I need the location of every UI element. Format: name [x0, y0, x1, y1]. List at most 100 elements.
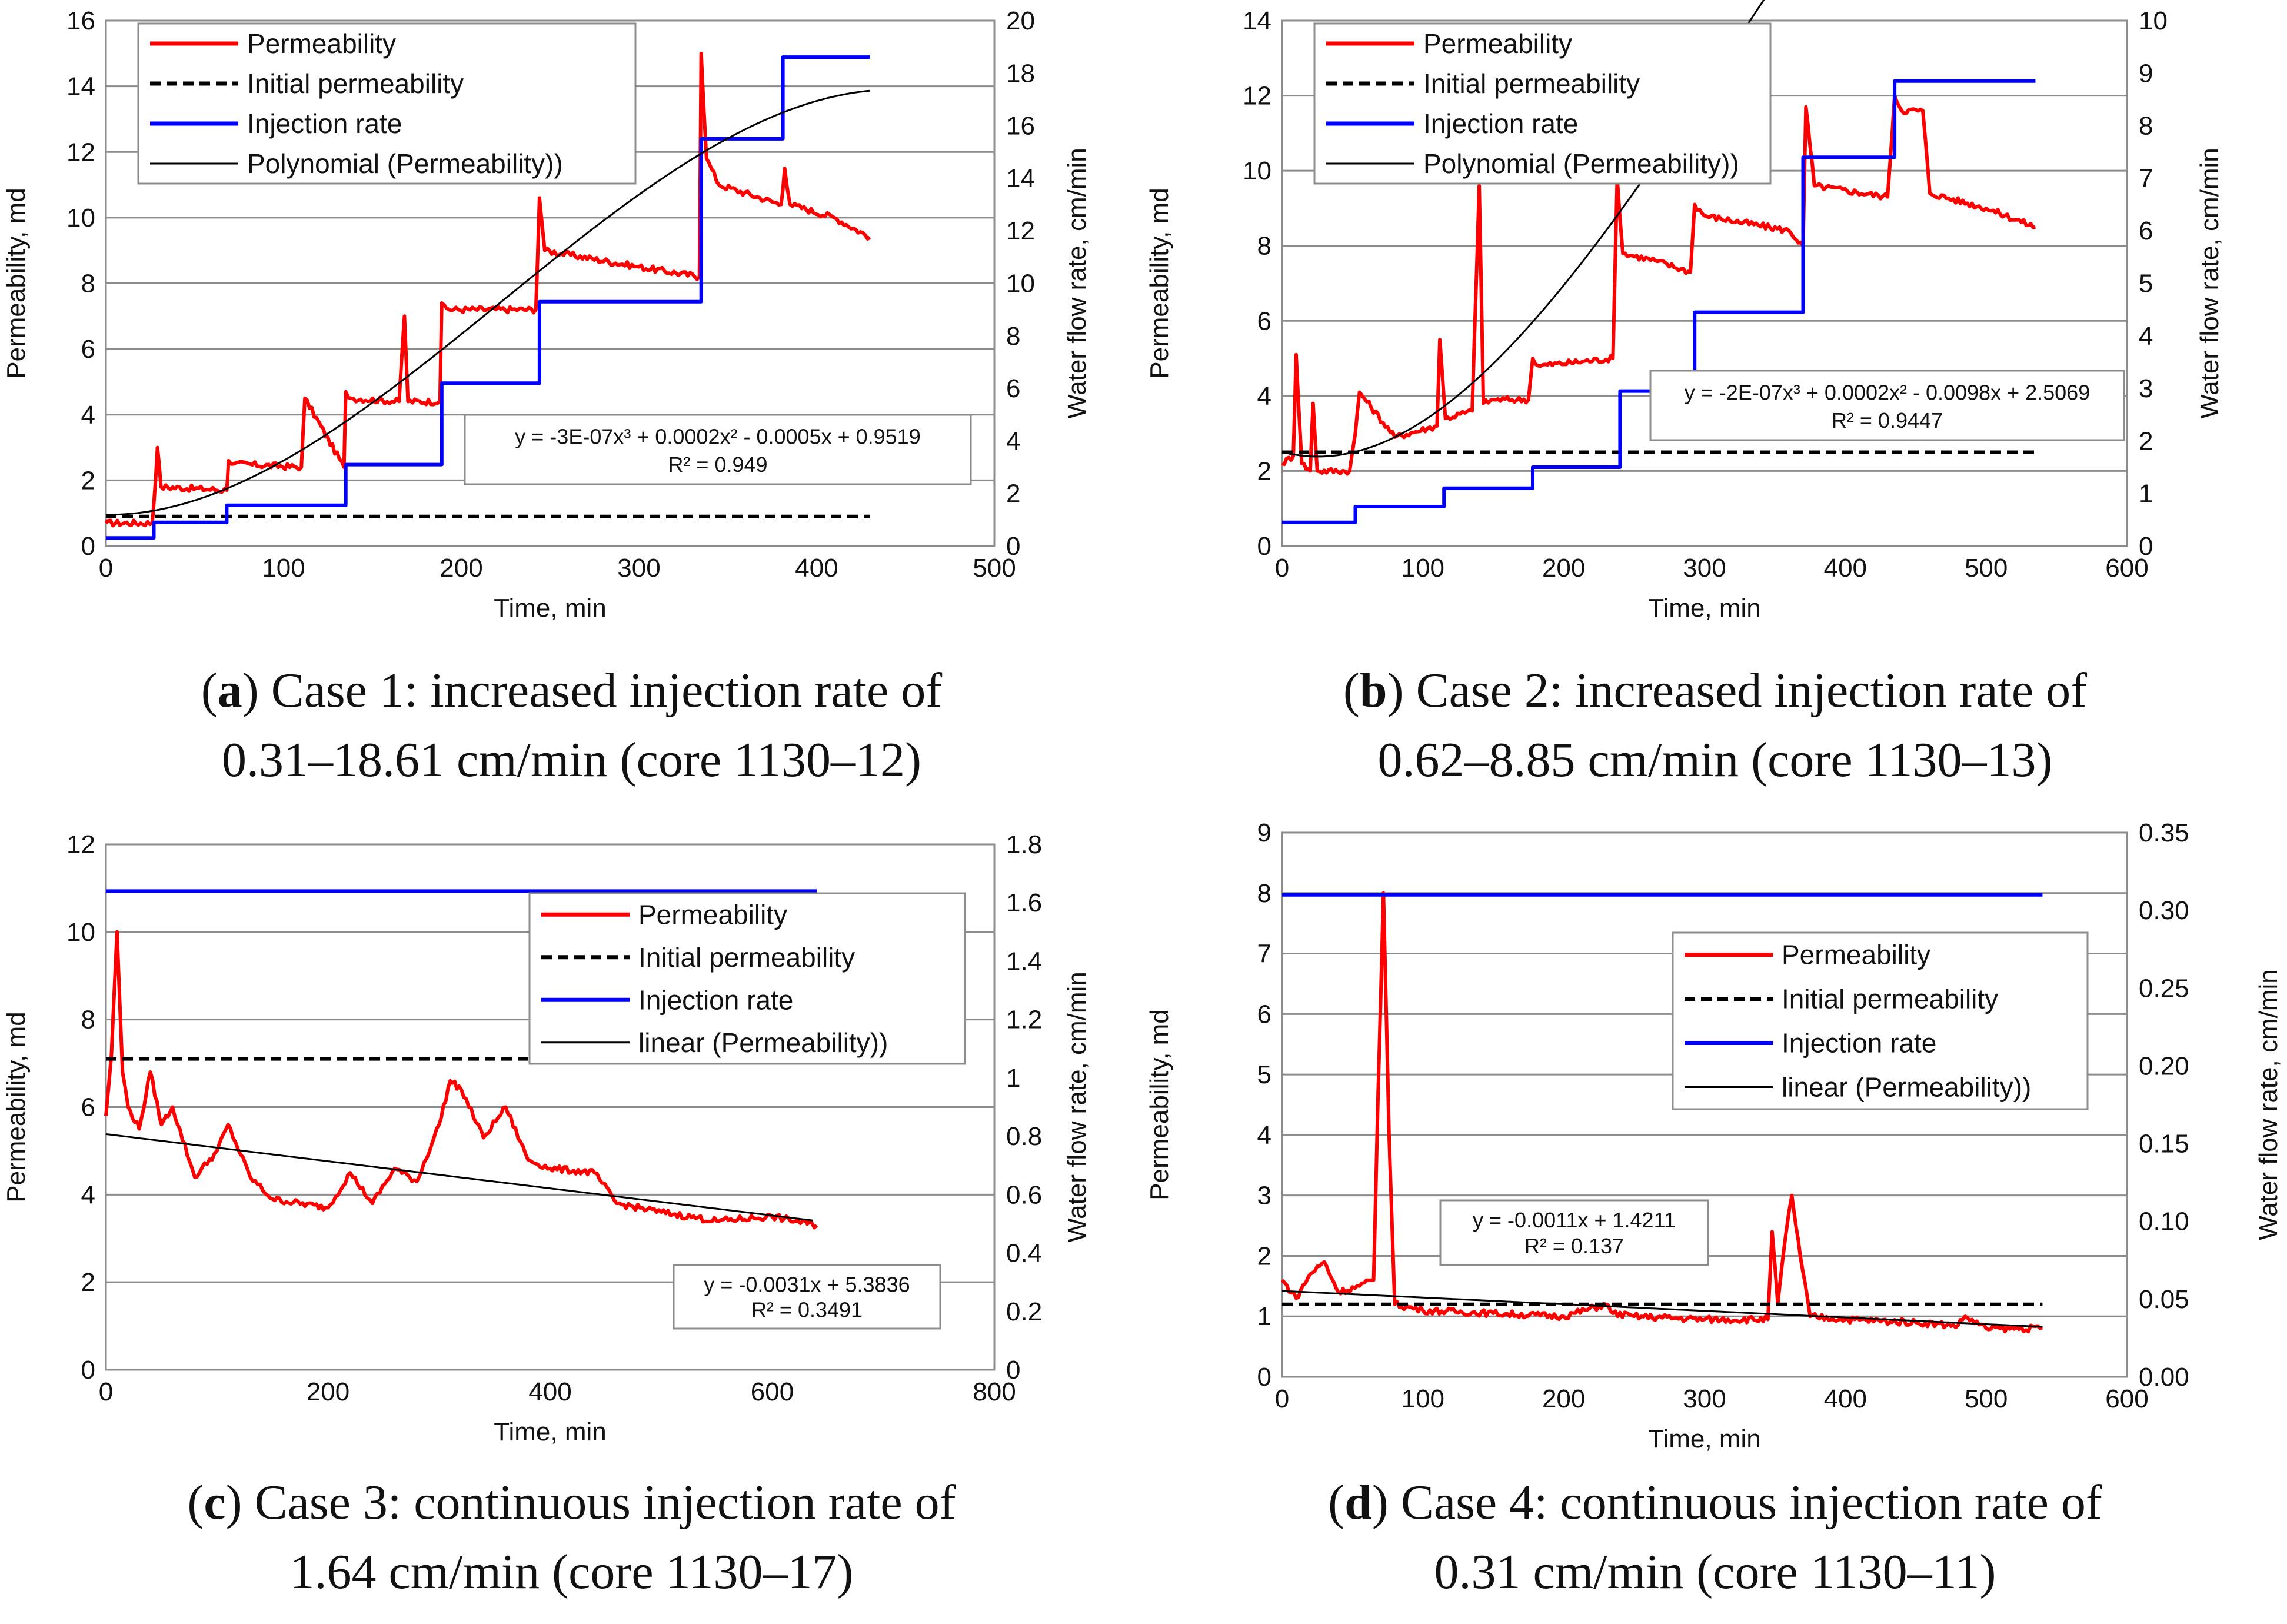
plot-area — [1281, 19, 2128, 547]
caption-d-line1: (d) Case 4: continuous injection rate of — [1328, 1475, 2102, 1530]
legend-label: Permeability — [1423, 28, 1572, 59]
y-tick-label: 0 — [1257, 1363, 1271, 1392]
x-tick-label: 0 — [99, 554, 113, 583]
legend-label: Injection rate — [1782, 1028, 1936, 1059]
chart-c-svg: 0 200 400 600 80002468101200.20.40.60.811.21… — [2, 830, 1091, 1446]
legend-label: Initial permeability — [638, 942, 855, 973]
y2-tick-label: 0.10 — [2139, 1207, 2189, 1236]
y-tick-label: 6 — [1257, 307, 1271, 335]
y-axis-title: Permeability, md — [1145, 188, 1174, 378]
caption-b-line1: (b) Case 2: increased injection rate of — [1343, 663, 2088, 718]
series-permeability-line — [104, 51, 871, 528]
y2-tick-label: 1.8 — [1006, 830, 1042, 859]
y2-tick-label: 2 — [2139, 427, 2153, 455]
y2-tick-label: 0.6 — [1006, 1180, 1042, 1209]
caption-c-line2: 1.64 cm/min (core 1130–17) — [289, 1545, 854, 1599]
y-tick-label: 0 — [81, 532, 95, 561]
y-tick-label: 8 — [81, 1006, 95, 1034]
y2-tick-label: 14 — [1006, 164, 1035, 193]
trendline-equation: y = -3E-07x³ + 0.0002x² - 0.0005x + 0.95… — [515, 425, 920, 449]
y2-tick-label: 0.05 — [2139, 1285, 2189, 1314]
y-tick-label: 2 — [81, 466, 95, 495]
y-tick-label: 14 — [66, 72, 95, 101]
y-tick-label: 2 — [81, 1268, 95, 1297]
trendline-equation: y = -0.0011x + 1.4211 — [1473, 1208, 1676, 1232]
y-tick-label: 8 — [81, 269, 95, 298]
y2-tick-label: 5 — [2139, 269, 2153, 298]
y-tick-label: 12 — [66, 830, 95, 859]
series-permeability-line — [1281, 94, 2036, 476]
legend-frame — [137, 22, 637, 185]
chart-a-svg: 0 100 200 300 400 500024681012141602468101214… — [2, 6, 1091, 623]
y2-tick-label: 0.30 — [2139, 896, 2189, 925]
legend: Permeability Initial permeability Injectio… — [137, 22, 637, 185]
y2-tick-label: 7 — [2139, 164, 2153, 193]
legend: Permeability Initial permeability Injectio… — [1672, 931, 2089, 1110]
y2-tick-label: 0.25 — [2139, 974, 2189, 1003]
caption-c-text1: Case 3: continuous injection rate of — [242, 1475, 956, 1530]
chart-b-svg: 0 100 200 300 400 500 600024681012140123456789… — [1145, 0, 2224, 623]
x-tick-label: 0 — [1275, 554, 1289, 583]
caption-a-text1: Case 1: increased injection rate of — [258, 663, 943, 718]
y-tick-label: 12 — [1243, 82, 1271, 111]
y2-axis-title: Water flow rate, cm/min — [2195, 148, 2224, 418]
x-tick-label: 500 — [1965, 554, 2008, 583]
legend-label: Permeability — [247, 28, 396, 59]
legend-label: Polynomial (Permeability)) — [1423, 148, 1739, 179]
x-axis-title: Time, min — [1648, 594, 1761, 623]
y-tick-label: 4 — [81, 1180, 95, 1209]
trendline — [105, 1133, 814, 1222]
x-tick-label: 100 — [262, 554, 305, 583]
trendline-equation-box: y = -3E-07x³ + 0.0002x² - 0.0005x + 0.95… — [464, 414, 972, 485]
series-layer — [1280, 891, 2043, 1334]
y2-tick-label: 0.8 — [1006, 1122, 1042, 1151]
y2-tick-label: 0 — [1006, 532, 1020, 561]
y-tick-label: 1 — [1257, 1302, 1271, 1331]
caption-a: (a) Case 1: increased injection rate of … — [0, 656, 1143, 795]
y2-tick-label: 1.4 — [1006, 947, 1042, 976]
y-tick-label: 7 — [1257, 940, 1271, 969]
caption-b: (b) Case 2: increased injection rate of … — [1143, 656, 2287, 795]
trendline-r2: R² = 0.949 — [668, 452, 767, 477]
trendline-r2: R² = 0.3491 — [751, 1298, 863, 1322]
legend-label: Injection rate — [1423, 108, 1578, 139]
y-tick-label: 16 — [66, 6, 95, 35]
caption-d-line2: 0.31 cm/min (core 1130–11) — [1434, 1545, 1996, 1599]
y-tick-label: 10 — [1243, 157, 1271, 185]
y-tick-label: 6 — [81, 335, 95, 364]
y-tick-label: 8 — [1257, 232, 1271, 261]
series-injection-rate-line — [106, 55, 870, 540]
legend-frame — [528, 892, 966, 1065]
equation-frame — [464, 414, 972, 485]
legend: Permeability Initial permeability Injectio… — [528, 892, 966, 1065]
y-tick-label: 2 — [1257, 457, 1271, 485]
x-tick-label: 600 — [2105, 1385, 2148, 1413]
y-tick-label: 14 — [1243, 6, 1271, 35]
x-tick-label: 200 — [307, 1377, 349, 1406]
legend-label: linear (Permeability)) — [638, 1027, 888, 1058]
y-tick-label: 8 — [1257, 879, 1271, 908]
x-tick-label: 200 — [1542, 554, 1585, 583]
x-tick-label: 600 — [751, 1377, 794, 1406]
y-tick-label: 3 — [1257, 1182, 1271, 1210]
y2-tick-label: 1.2 — [1006, 1006, 1042, 1034]
y2-tick-label: 6 — [1006, 374, 1020, 403]
y2-tick-label: 0.00 — [2139, 1363, 2189, 1392]
trendline-r2: R² = 0.137 — [1524, 1234, 1624, 1258]
y-tick-label: 9 — [1257, 818, 1271, 847]
x-tick-label: 500 — [973, 554, 1016, 583]
caption-d: (d) Case 4: continuous injection rate of… — [1143, 1468, 2287, 1607]
trendline-r2: R² = 0.9447 — [1832, 408, 1943, 432]
equation-frame — [1649, 370, 2125, 441]
legend-frame — [1313, 22, 1772, 185]
x-tick-label: 300 — [1683, 554, 1726, 583]
x-tick-label: 200 — [1542, 1385, 1585, 1413]
caption-c-line1: (c) Case 3: continuous injection rate of — [187, 1475, 956, 1530]
x-tick-label: 400 — [528, 1377, 571, 1406]
legend-label: Permeability — [1782, 940, 1930, 970]
y-tick-label: 10 — [66, 204, 95, 232]
chart-panel-a: 0 100 200 300 400 500 0 2 4 6 8 10 12 14 16 0 2 4 6 8 10 12 14… — [0, 0, 1143, 812]
y-tick-label: 4 — [1257, 382, 1271, 411]
y2-tick-label: 0 — [1006, 1356, 1020, 1385]
